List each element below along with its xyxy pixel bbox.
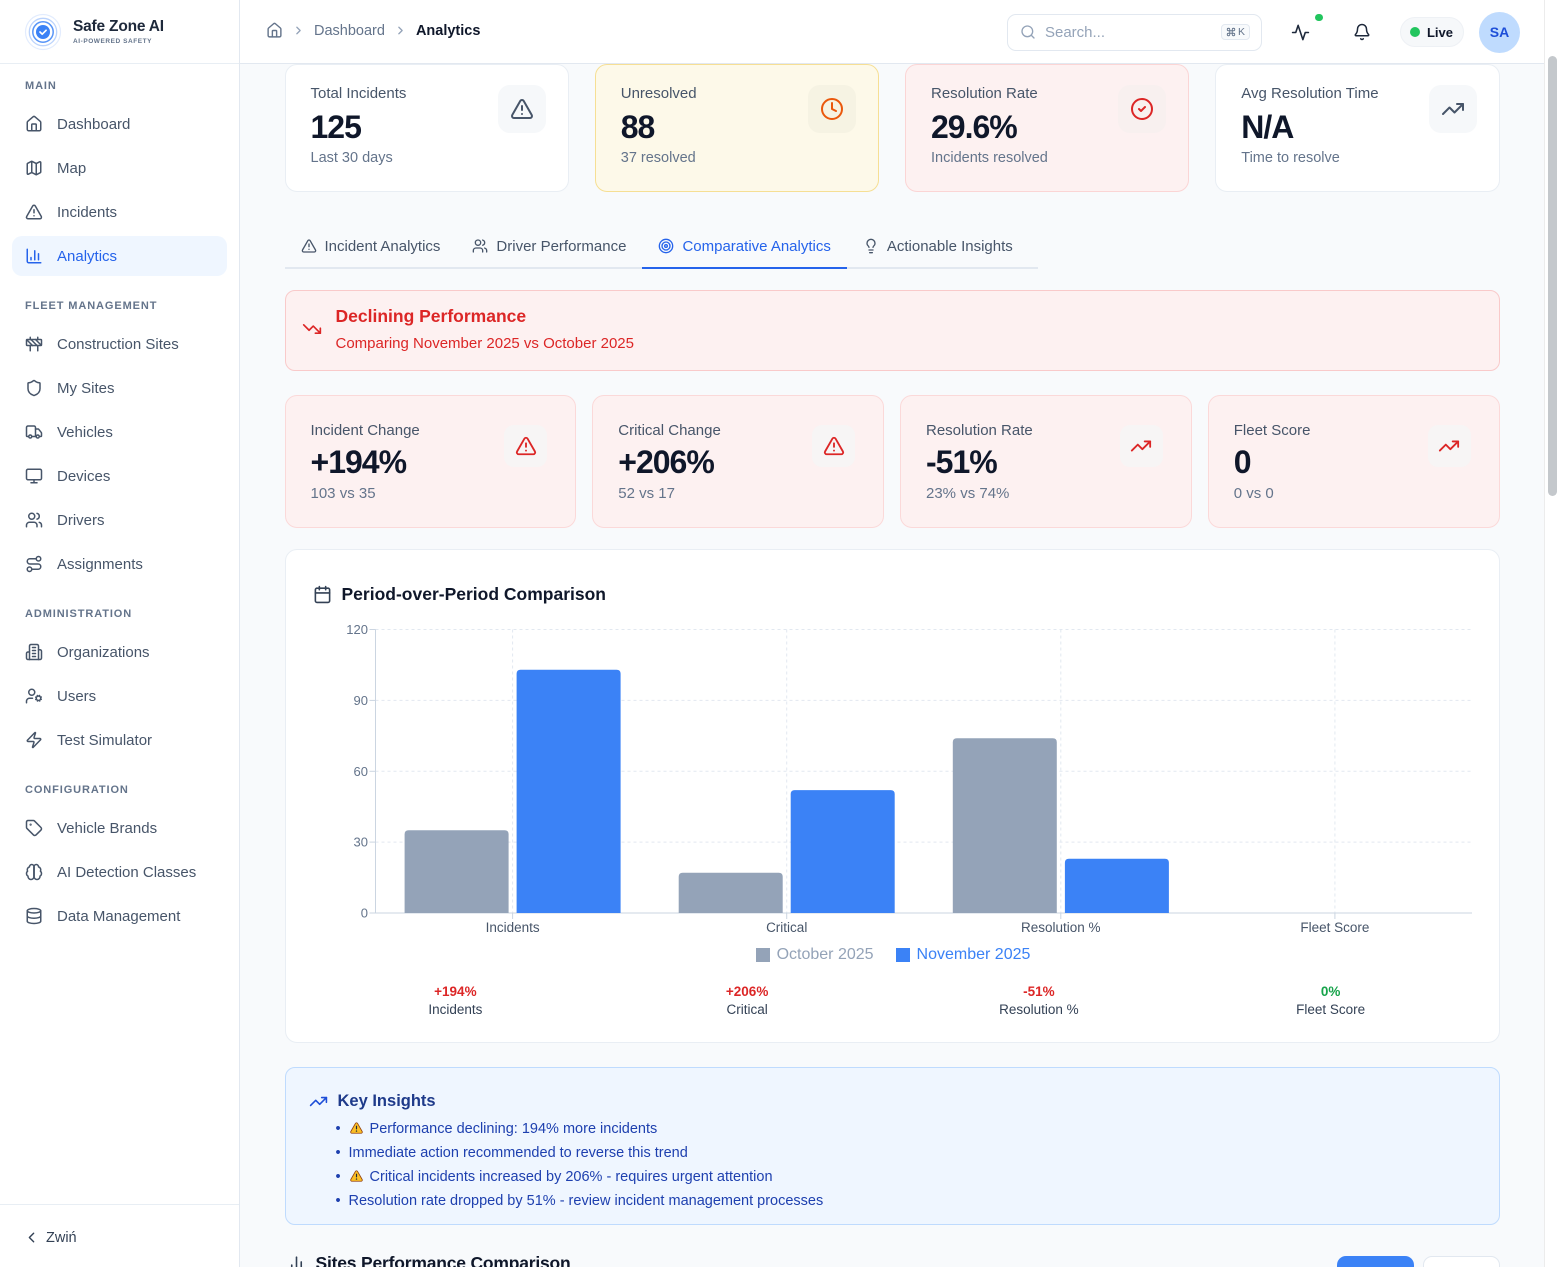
- svg-text:Incidents: Incidents: [485, 920, 539, 935]
- svg-text:Fleet Score: Fleet Score: [1300, 920, 1369, 935]
- svg-text:120: 120: [346, 622, 368, 637]
- svg-text:Critical: Critical: [766, 920, 807, 935]
- svg-text:60: 60: [353, 764, 367, 779]
- svg-text:30: 30: [353, 835, 367, 850]
- svg-text:0: 0: [360, 906, 367, 921]
- svg-text:90: 90: [353, 693, 367, 708]
- svg-text:Resolution %: Resolution %: [1021, 920, 1101, 935]
